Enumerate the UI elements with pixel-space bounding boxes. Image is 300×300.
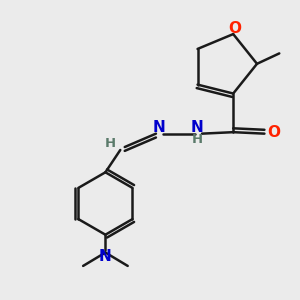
Text: H: H: [191, 133, 203, 146]
Text: H: H: [104, 137, 116, 150]
Text: O: O: [228, 21, 241, 36]
Text: O: O: [267, 125, 280, 140]
Text: N: N: [152, 120, 165, 135]
Text: N: N: [190, 120, 203, 135]
Text: N: N: [99, 249, 112, 264]
